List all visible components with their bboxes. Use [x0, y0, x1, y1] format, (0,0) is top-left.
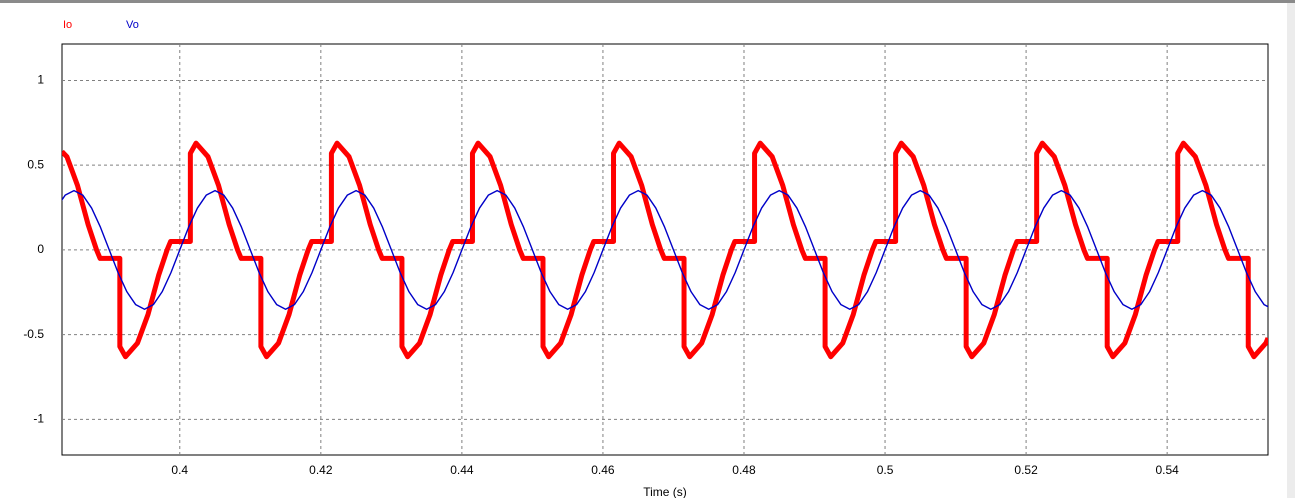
y-tick-label: 0: [37, 242, 44, 256]
top-border: [0, 0, 1295, 3]
x-tick-label: 0.5: [877, 463, 894, 477]
right-border: [1287, 3, 1295, 498]
y-tick-label: 1: [37, 73, 44, 87]
x-axis-label: Time (s): [643, 485, 687, 498]
x-tick-label: 0.54: [1155, 463, 1179, 477]
x-tick-label: 0.48: [732, 463, 756, 477]
series-line: [62, 140, 1268, 360]
y-tick-label: -1: [33, 412, 44, 426]
y-tick-label: -0.5: [23, 327, 44, 341]
series-group: [62, 140, 1268, 360]
y-tick-label: 0.5: [27, 157, 44, 171]
legend-label: Vo: [126, 19, 139, 31]
x-tick-label: 0.46: [591, 463, 615, 477]
x-tick-label: 0.52: [1014, 463, 1038, 477]
x-tick-label: 0.44: [450, 463, 474, 477]
x-tick-label: 0.4: [171, 463, 188, 477]
series-line: [62, 189, 1268, 310]
x-tick-label: 0.42: [309, 463, 333, 477]
legend-label: Io: [63, 19, 72, 31]
